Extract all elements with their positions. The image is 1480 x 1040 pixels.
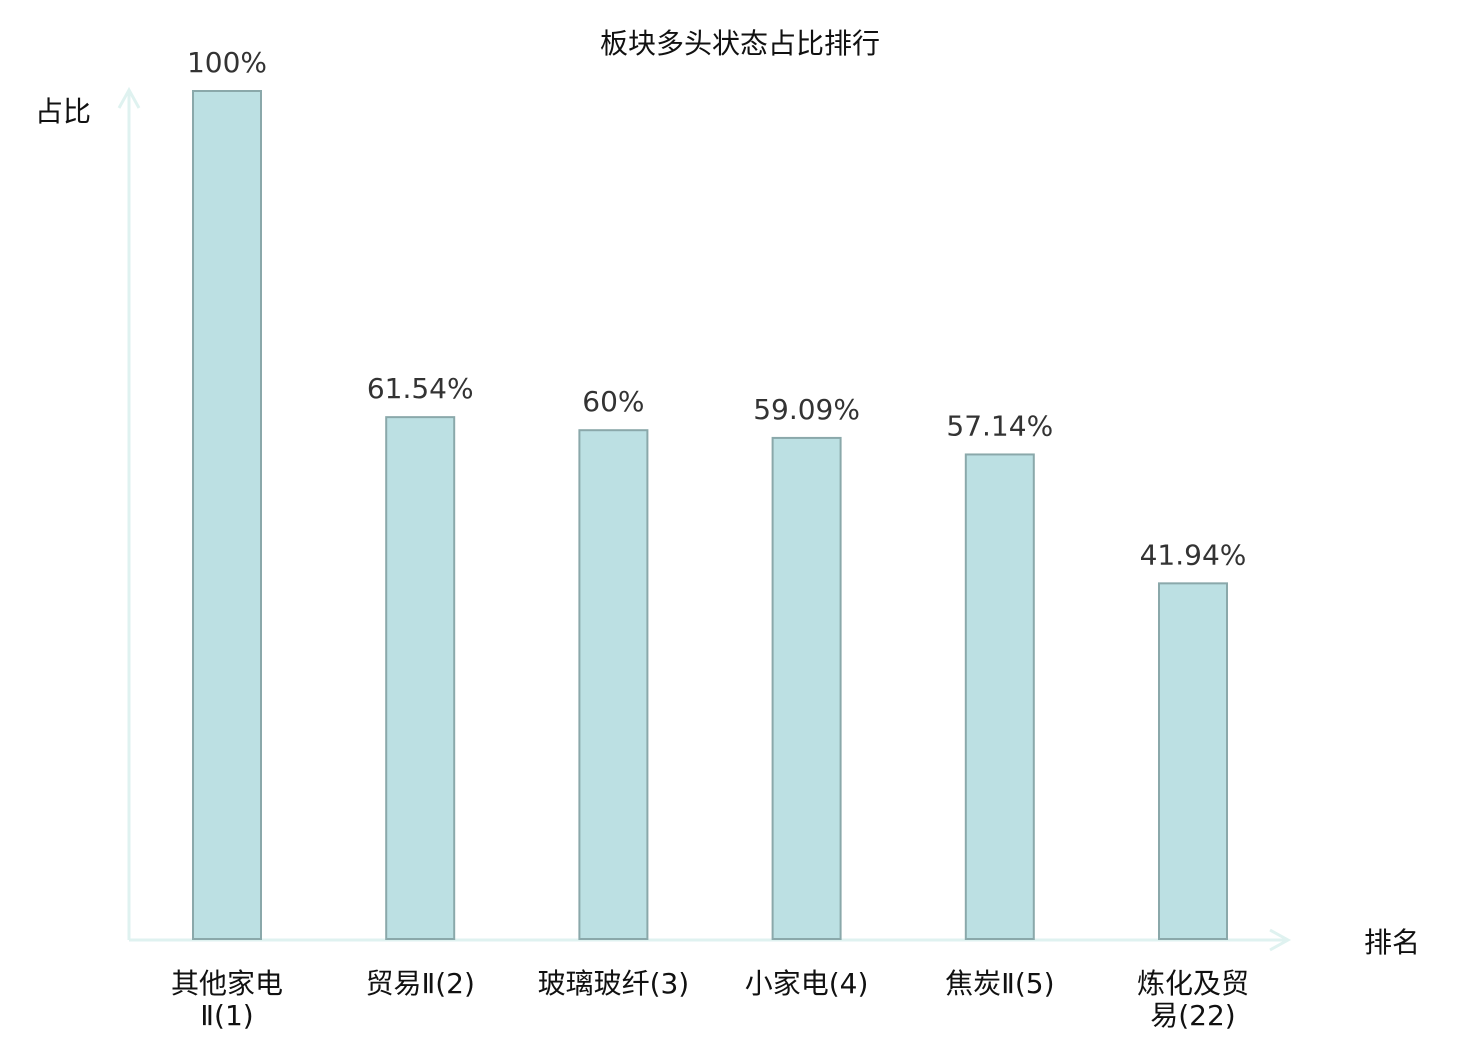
data-label: 59.09% — [753, 393, 860, 426]
x-axis-label: 排名 — [1364, 926, 1420, 959]
data-label: 61.54% — [367, 372, 474, 405]
y-axis — [117, 86, 141, 940]
bar — [1158, 582, 1228, 941]
bar — [192, 90, 262, 940]
y-axis-label: 占比 — [35, 95, 91, 128]
bar — [964, 453, 1035, 940]
x-tick-label: 焦炭Ⅱ(5) — [945, 967, 1054, 1000]
x-axis — [129, 928, 1292, 952]
x-tick-label: 小家电(4) — [745, 967, 869, 1000]
x-tick-label: 易(22) — [1150, 999, 1235, 1032]
x-tick-label: 炼化及贸 — [1137, 967, 1249, 1000]
data-label: 100% — [187, 46, 267, 79]
x-tick-label: 玻璃玻纤(3) — [538, 967, 690, 1000]
x-tick-label: 其他家电 — [171, 967, 283, 1000]
bar — [578, 429, 649, 940]
data-label: 41.94% — [1140, 538, 1247, 571]
x-tick-label: 贸易Ⅱ(2) — [365, 967, 474, 1000]
bar — [771, 436, 842, 940]
x-tick-label: Ⅱ(1) — [200, 999, 253, 1032]
bar — [385, 416, 456, 940]
data-label: 60% — [582, 385, 644, 418]
chart-title: 板块多头状态占比排行 — [600, 27, 880, 60]
data-label: 57.14% — [946, 409, 1053, 442]
